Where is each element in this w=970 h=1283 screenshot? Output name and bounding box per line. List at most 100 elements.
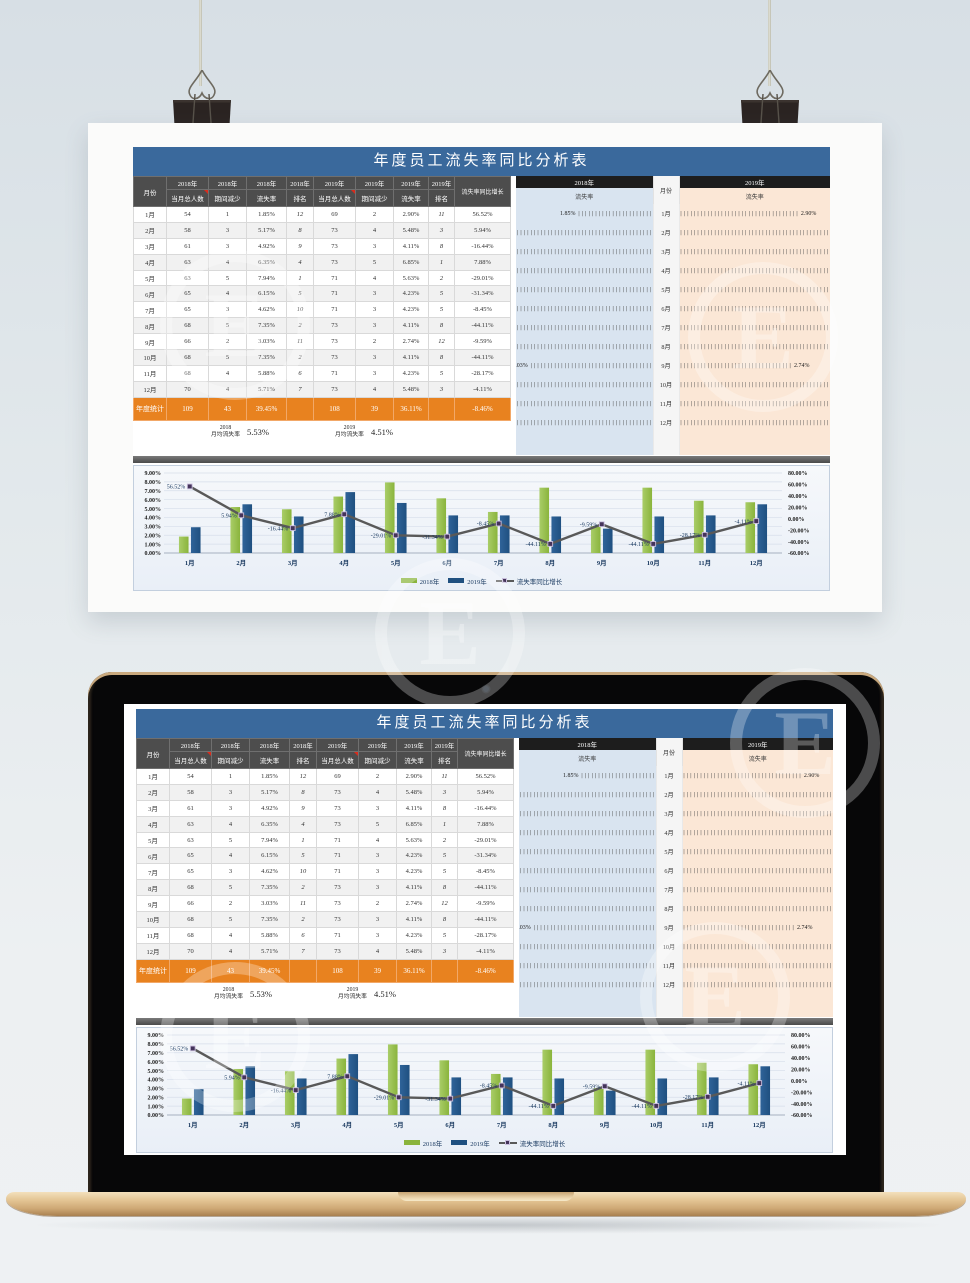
stat-metric: 月均流失率 [214,993,243,1000]
panel-filler-cell [519,994,656,1017]
header-row: 当月总人数 期间减少 流失率 排名 当月总人数 期间减少 流失率 排名 [137,751,514,769]
header-row: 月份 2018年 2018年 2018年 2018年 2019年 2019年 2019年 201… [133,176,511,207]
sub-header: 当月总人数 [316,751,359,769]
tick-bar-marks: ||||||||||||||||||||||||||||||||| [679,362,793,369]
sub-header: 当月总人数 [166,189,209,207]
table-row: 11月 68 4 5.88% 6 71 3 4.23% 5 -28.17% [136,926,514,944]
stat-metric: 月均流失率 [334,431,364,438]
table-cell: -44.11% [454,349,511,366]
tick-bar-wrap: ||||||||||||||||||||||||||||||||||||||||… [519,880,656,899]
bar-2019 [502,1077,513,1115]
table-cell: 6.35% [249,815,290,833]
tick-bar-2019: ||||||||||||||||||||||||||||||||||||||||… [679,242,830,261]
svg-text:2.00%: 2.00% [148,1095,165,1101]
x-axis-label: 4月 [339,559,349,567]
table-cell: 4 [358,831,397,849]
table-cell: 4 [358,783,397,801]
tick-bar-value: 2.90% [800,210,817,217]
bar-2019 [190,527,201,553]
bar-2019 [296,1078,307,1115]
table-cell: 7.94% [246,269,287,287]
bar-2018 [593,1088,604,1115]
bar-2018 [539,487,550,553]
month-cell: 4月 [655,823,683,842]
table-cell: 56.52% [457,768,514,785]
bar-2018 [384,482,395,553]
table-cell: 4 [289,815,317,833]
table-cell: 4.23% [396,863,432,881]
tick-bar-2019: ||||||||||||||||||||||||||||||||||||||||… [682,861,833,880]
yoy-data-label: -16.44% [271,1088,292,1094]
panel-row: ||||||||||||||||||||||||||||||||||||||||… [519,937,833,956]
tick-bar-marks: ||||||||||||||||||||||||||||||||||||||||… [682,810,834,817]
svg-text:9.00%: 9.00% [145,471,162,477]
tick-bar-wrap: ||||||||||||||||||||||||||||||||||||||||… [519,899,656,918]
year-header: 2018年 [286,176,314,190]
tick-bar-wrap: ||||||||||||||||||||||||||||||||||||||||… [519,842,656,861]
sheet-main: 月份 2018年 2018年 2018年 2018年 2019年 2019年 2019年 201… [136,738,833,1017]
table-cell: 11 [286,333,314,351]
panel-table: 2018年 月份 2019年 流失率 流失率 1.85% ||||||||||||… [519,738,833,1017]
yoy-data-label: -9.59% [583,1084,601,1090]
stat-value: 4.51% [373,988,396,999]
tick-bar-value: 1.85% [559,210,576,217]
tick-bar-wrap: ||||||||||||||||||||||||||||||||||||||||… [519,823,656,842]
table-cell: 4 [208,285,247,303]
table-cell: 73 [316,815,359,833]
tick-bar-2019: ||||||||||||||||||||||||||||||||||||||||… [679,280,830,299]
tick-bar-wrap: ||||||||||||||||||||||||||||||||||||||||… [683,785,834,804]
tick-bar-wrap: ||||||||||||||||||||||||||||||||||||||||… [683,880,834,899]
tick-bar-marks: ||||||||||||||||||||||||||||||||||||||||… [519,867,656,874]
month-cell: 9月 [652,356,680,375]
svg-text:9.00%: 9.00% [148,1033,165,1039]
table-cell: 3 [358,911,397,928]
yoy-data-label: 5.94% [221,514,237,520]
table-cell: 4 [286,253,314,271]
tick-bar-marks: ||||||||||||||||||||||||||||||||||||||||… [682,867,834,874]
table-cell: 71 [316,847,359,865]
legend-line-icon [498,1139,517,1146]
table-cell: 3 [355,317,394,335]
table-cell: 5 [428,364,455,382]
table-cell: 9 [286,237,314,255]
table-cell: 12 [431,895,458,913]
table-cell: 4月 [133,253,167,271]
panel-row: ||||||||||||||||||||||||||||||||||||||||… [516,375,830,394]
table-cell: 2 [208,333,247,351]
table-cell: 4 [211,926,250,944]
x-axis-label: 2月 [236,559,246,567]
x-axis-label: 6月 [442,559,452,567]
combo-chart-svg: 0.00% 1.00% 2.00% 3.00% 4.00% 5.00% 6.00% 7.00%… [145,471,810,567]
table-cell: 66 [169,895,212,913]
table-cell: 3.03% [249,895,290,913]
table-cell: 71 [313,301,356,319]
table-cell: 4.11% [396,799,432,817]
tick-bar-wrap: ||||||||||||||||||||||||||||||||| 2.74% [680,356,831,375]
tick-bar-2019: ||||||||||||||||||||||||||||||||||||||||… [682,785,833,804]
table-cell: 5 [431,847,458,865]
tick-bar-wrap: ||||||||||||||||||||||||||||||||||||||||… [516,337,653,356]
bar-2019 [399,1064,410,1115]
bar-2018 [336,1058,347,1115]
bar-2018 [490,1073,501,1115]
tick-bar-2018: 3.03%|||||||||||||||||||||||||||||||||||… [516,356,653,375]
table-cell: 8 [431,911,458,928]
table-cell: 5.88% [249,926,290,944]
tick-bar-wrap: ||||||||||||||||||||||||||||||||||||||||… [680,394,831,413]
bar-2018 [642,487,653,553]
tick-bar-wrap: 1.85% |||||||||||||||||||||| [516,204,653,223]
laptop-base [6,1192,966,1216]
tick-bar-marks: ||||||||||||||||||||||||||||||||||||||||… [519,848,656,855]
table-cell: 2 [286,349,314,366]
chart-legend: 2018年 2019年 流失率同比增长 [134,573,829,588]
sheet-main: 月份 2018年 2018年 2018年 2018年 2019年 2019年 2019年 201… [133,176,830,455]
bar-2019 [293,516,304,553]
table-cell: 73 [313,221,356,239]
svg-text:4.00%: 4.00% [148,1078,165,1084]
tick-bar-wrap: 1.85% |||||||||||||||||||||| [519,766,656,785]
table-cell: 11 [428,206,455,223]
table-cell: 7.88% [457,815,514,833]
tick-bar-marks: ||||||||||||||||||||||||||||||||||||||||… [679,267,831,274]
stat-label: 2019 月均流失率 [338,987,367,1001]
table-cell: 73 [316,879,359,897]
